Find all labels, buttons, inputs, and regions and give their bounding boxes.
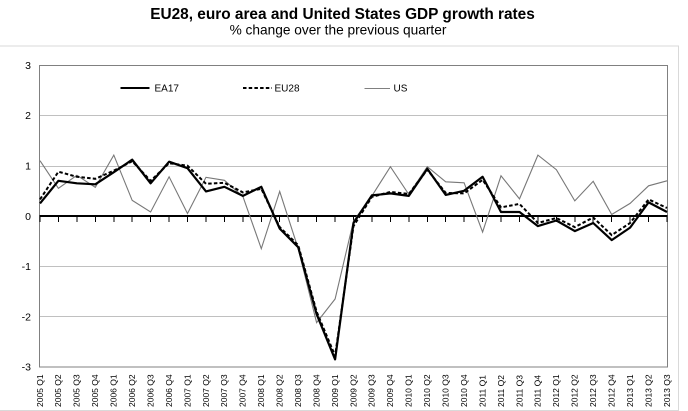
- svg-text:EU28, euro area and United Sta: EU28, euro area and United States GDP gr…: [150, 6, 535, 23]
- svg-text:2005 Q1: 2005 Q1: [35, 374, 45, 407]
- svg-text:2006 Q4: 2006 Q4: [164, 374, 174, 407]
- svg-text:2010 Q1: 2010 Q1: [404, 374, 414, 407]
- svg-text:2009 Q4: 2009 Q4: [385, 374, 395, 407]
- svg-text:2012 Q3: 2012 Q3: [588, 374, 598, 407]
- svg-text:2012 Q2: 2012 Q2: [570, 374, 580, 407]
- svg-text:2009 Q2: 2009 Q2: [348, 374, 358, 407]
- svg-text:2009 Q3: 2009 Q3: [367, 374, 377, 407]
- svg-text:2008 Q2: 2008 Q2: [275, 374, 285, 407]
- svg-text:2010 Q4: 2010 Q4: [459, 374, 469, 407]
- svg-text:2007 Q1: 2007 Q1: [182, 374, 192, 407]
- svg-text:-3: -3: [22, 362, 31, 374]
- svg-text:2007 Q2: 2007 Q2: [201, 374, 211, 407]
- svg-text:2012 Q4: 2012 Q4: [607, 374, 617, 407]
- svg-text:2013 Q1: 2013 Q1: [625, 374, 635, 407]
- svg-text:2: 2: [25, 110, 31, 122]
- svg-text:EA17: EA17: [155, 84, 180, 95]
- svg-text:-1: -1: [22, 261, 31, 273]
- svg-text:0: 0: [25, 211, 31, 223]
- svg-text:US: US: [394, 84, 408, 95]
- svg-text:2009 Q1: 2009 Q1: [330, 374, 340, 407]
- svg-text:2005 Q3: 2005 Q3: [72, 374, 82, 407]
- svg-text:2008 Q3: 2008 Q3: [293, 374, 303, 407]
- svg-text:2010 Q3: 2010 Q3: [441, 374, 451, 407]
- svg-text:2006 Q1: 2006 Q1: [109, 374, 119, 407]
- svg-text:2007 Q4: 2007 Q4: [238, 374, 248, 407]
- svg-text:% change over the previous qua: % change over the previous quarter: [230, 22, 447, 37]
- svg-text:1: 1: [25, 161, 31, 173]
- svg-text:2011 Q1: 2011 Q1: [477, 375, 487, 407]
- svg-text:2005 Q2: 2005 Q2: [53, 374, 63, 407]
- svg-text:2008 Q4: 2008 Q4: [311, 374, 321, 407]
- svg-text:2005 Q4: 2005 Q4: [90, 374, 100, 407]
- svg-text:2007 Q3: 2007 Q3: [219, 374, 229, 407]
- svg-text:3: 3: [25, 60, 31, 72]
- svg-text:EU28: EU28: [275, 84, 300, 95]
- svg-text:2006 Q2: 2006 Q2: [127, 374, 137, 407]
- svg-text:2008 Q1: 2008 Q1: [256, 374, 266, 407]
- svg-text:2011 Q4: 2011 Q4: [533, 375, 543, 407]
- svg-text:2012 Q1: 2012 Q1: [551, 374, 561, 407]
- svg-text:2011 Q3: 2011 Q3: [514, 375, 524, 407]
- svg-text:2013 Q2: 2013 Q2: [643, 374, 653, 407]
- svg-text:-2: -2: [22, 311, 31, 323]
- svg-text:2013 Q3: 2013 Q3: [662, 374, 672, 407]
- svg-text:2010 Q2: 2010 Q2: [422, 374, 432, 407]
- svg-text:2011 Q2: 2011 Q2: [496, 375, 506, 407]
- svg-text:2006 Q3: 2006 Q3: [145, 374, 155, 407]
